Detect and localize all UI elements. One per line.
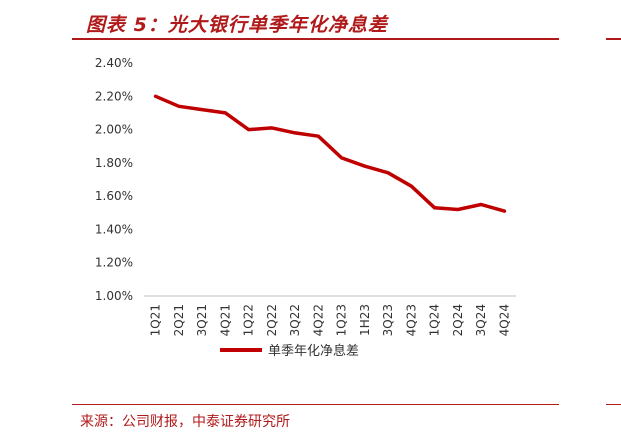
x-tick-label: 1Q23: [335, 304, 349, 336]
x-tick-label: 1Q24: [428, 304, 442, 336]
y-tick-label: 2.40%: [95, 56, 133, 70]
x-tick-label: 4Q22: [311, 304, 325, 336]
x-tick-label: 3Q22: [288, 304, 302, 336]
y-tick-label: 1.60%: [95, 189, 133, 203]
side-rule: [606, 38, 621, 40]
side-rule-bottom: [606, 404, 621, 405]
x-tick-label: 3Q21: [195, 304, 209, 336]
source-note: 来源：公司财报，中泰证券研究所: [80, 414, 290, 430]
x-tick-label: 4Q21: [218, 304, 232, 336]
y-tick-label: 1.40%: [95, 222, 133, 236]
x-tick-label: 2Q21: [172, 304, 186, 336]
y-tick-label: 1.80%: [95, 156, 133, 170]
x-tick-label: 4Q23: [404, 304, 418, 336]
y-tick-label: 1.00%: [95, 289, 133, 303]
x-tick-label: 3Q24: [474, 304, 488, 336]
x-tick-label: 3Q23: [381, 304, 395, 336]
x-tick-label: 1Q21: [149, 304, 163, 336]
y-tick-label: 2.20%: [95, 89, 133, 103]
y-tick-label: 2.00%: [95, 123, 133, 137]
x-tick-label: 1H23: [358, 304, 372, 336]
line-chart: 1.00% 1.20% 1.40% 1.60% 1.80% 2.00% 2.20% 2.40%…: [95, 56, 516, 359]
source-rule: [72, 404, 559, 405]
x-tick-label: 1Q22: [242, 304, 256, 336]
chart-title: 图表 5：光大银行单季年化净息差: [86, 14, 388, 36]
x-tick-label: 2Q24: [451, 304, 465, 336]
legend-label: 单季年化净息差: [268, 343, 359, 359]
y-tick-label: 1.20%: [95, 256, 133, 270]
title-rule: [72, 38, 559, 40]
series-line: [153, 94, 507, 213]
x-tick-label: 4Q24: [497, 304, 511, 336]
x-tick-label: 2Q22: [265, 304, 279, 336]
